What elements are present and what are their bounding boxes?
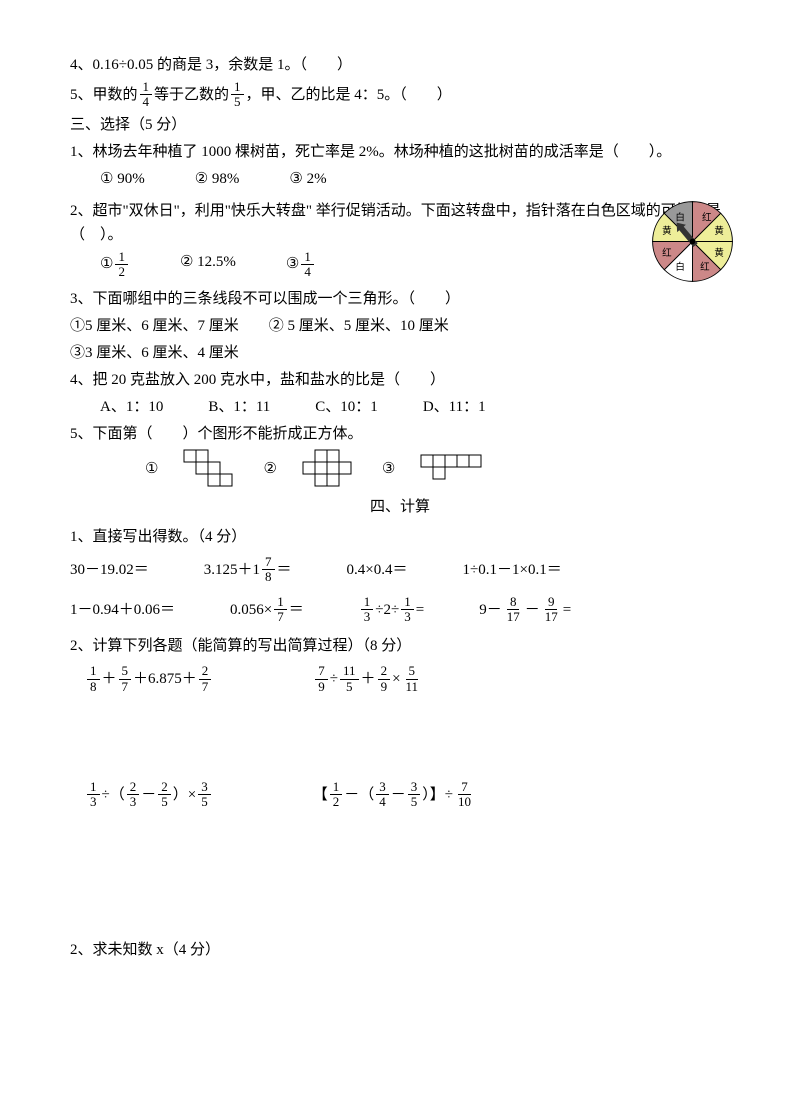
spinner-wheel: 红 黄 黄 红 白 红 黄 白 <box>645 194 740 289</box>
calc2-1a: 18 ＋ 57 ＋6.875＋ 27 <box>85 664 213 694</box>
svg-text:黄: 黄 <box>662 224 672 236</box>
svg-text:红: 红 <box>700 261 710 273</box>
calc-2d: 9－ 817 － 917 = <box>479 595 571 625</box>
s3q4-optB: B、1：11 <box>208 395 270 419</box>
s3q1-opt2: ② 98% <box>195 167 240 191</box>
calc-1d: 1÷0.1－1×0.1＝ <box>463 555 562 585</box>
s3q4-optA: A、1：10 <box>100 395 163 419</box>
s3q5-opt2-label: ② <box>263 457 276 481</box>
question-4: 4、 0.16÷0.05 的商是 3，余数是 1。（ ） <box>70 53 730 77</box>
calc-2c: 13 ÷2÷ 13 = <box>359 595 424 625</box>
section-3-title: 三、选择（5 分） <box>70 113 730 137</box>
s3q1-opt3: ③ 2% <box>289 167 326 191</box>
calc2-1b: 79 ÷ 115 ＋ 29 × 511 <box>313 664 423 694</box>
calc2-2a: 13 ÷（ 23 － 25 ）× 35 <box>85 780 213 810</box>
question-5: 5、 甲数的 14 等于乙数的 15 ，甲、乙的比是 4：5。（ ） <box>70 80 730 110</box>
svg-text:白: 白 <box>675 261 685 273</box>
q4-body: 0.16÷0.05 的商是 3，余数是 1。（ ） <box>93 53 352 77</box>
cube-net-2 <box>302 449 357 489</box>
s3q5-opt1-label: ① <box>145 457 158 481</box>
s3q4-text: 4、把 20 克盐放入 200 克水中，盐和盐水的比是（ ） <box>70 368 445 392</box>
s3q3-line2: ③3 厘米、6 厘米、4 厘米 <box>70 341 239 365</box>
s3q4-optC: C、10：1 <box>315 395 378 419</box>
section-4-title: 四、计算 <box>70 495 730 519</box>
s3-q5: 5、下面第（ ）个图形不能折成正方体。 ① ② ③ <box>70 422 730 489</box>
s3-q4: 4、把 20 克盐放入 200 克水中，盐和盐水的比是（ ） A、1：10 B、… <box>70 368 730 419</box>
svg-text:红: 红 <box>702 211 712 223</box>
s3q2-opt2: ② 12.5% <box>180 250 236 280</box>
s3q5-opt3-label: ③ <box>382 457 395 481</box>
s3q2-opt1: ① 12 <box>100 250 130 280</box>
s3q1-opt1: ① 90% <box>100 167 145 191</box>
s3q1-text: 1、林场去年种植了 1000 棵树苗，死亡率是 2%。林场种植的这批树苗的成活率… <box>70 140 671 164</box>
s3q2-opt3: ③ 14 <box>286 250 316 280</box>
s3q2-text: 2、超市"双休日"，利用"快乐大转盘" 举行促销活动。下面这转盘中，指针落在白色… <box>70 199 730 247</box>
s3-q1: 1、林场去年种植了 1000 棵树苗，死亡率是 2%。林场种植的这批树苗的成活率… <box>70 140 730 191</box>
s3q3-line1: ①5 厘米、6 厘米、7 厘米 ② 5 厘米、5 厘米、10 厘米 <box>70 314 449 338</box>
cube-net-3 <box>420 454 485 484</box>
calc-row-1: 30－19.02＝ 3.125＋1 78 ＝ 0.4×0.4＝ 1÷0.1－1×… <box>70 555 730 585</box>
svg-text:白: 白 <box>675 211 685 223</box>
svg-text:红: 红 <box>662 246 672 258</box>
calc2-2b: 【 12 －（ 34 － 35 ）】÷ 710 <box>313 780 476 810</box>
q5-t3: ，甲、乙的比是 4：5。（ ） <box>246 83 452 107</box>
frac-1-5: 15 <box>231 80 244 110</box>
calc-2b: 0.056× 17 ＝ <box>230 595 304 625</box>
q5-num: 5、 <box>70 83 93 107</box>
calc-1b: 3.125＋1 78 ＝ <box>204 555 292 585</box>
calc-1c: 0.4×0.4＝ <box>347 555 408 585</box>
frac-1-4: 14 <box>140 80 153 110</box>
s3q5-text: 5、下面第（ ）个图形不能折成正方体。 <box>70 422 363 446</box>
calc2-row-1: 18 ＋ 57 ＋6.875＋ 27 79 ÷ 115 ＋ 29 × 511 <box>85 664 730 694</box>
q5-t1: 甲数的 <box>93 83 138 107</box>
q5-t2: 等于乙数的 <box>154 83 229 107</box>
s3q4-optD: D、11：1 <box>423 395 486 419</box>
s3-q2: 2、超市"双休日"，利用"快乐大转盘" 举行促销活动。下面这转盘中，指针落在白色… <box>70 199 730 280</box>
s4-q3-title: 2、求未知数 x（4 分） <box>70 938 730 962</box>
svg-text:黄: 黄 <box>714 224 724 236</box>
s4-q1-title: 1、直接写出得数。（4 分） <box>70 525 730 549</box>
s3-q3: 3、下面哪组中的三条线段不可以围成一个三角形。（ ） ①5 厘米、6 厘米、7 … <box>70 287 730 365</box>
cube-net-1 <box>183 449 238 489</box>
calc-1a: 30－19.02＝ <box>70 555 149 585</box>
calc-2a: 1－0.94＋0.06＝ <box>70 595 175 625</box>
calc-row-2: 1－0.94＋0.06＝ 0.056× 17 ＝ 13 ÷2÷ 13 = 9－ … <box>70 595 730 625</box>
q4-text: 4、 <box>70 53 93 77</box>
calc2-row-2: 13 ÷（ 23 － 25 ）× 35 【 12 －（ 34 － 35 ）】÷ … <box>85 780 730 810</box>
svg-text:黄: 黄 <box>714 246 724 258</box>
s4-q2-title: 2、计算下列各题（能简算的写出简算过程）（8 分） <box>70 634 730 658</box>
s3q3-text: 3、下面哪组中的三条线段不可以围成一个三角形。（ ） <box>70 287 460 311</box>
